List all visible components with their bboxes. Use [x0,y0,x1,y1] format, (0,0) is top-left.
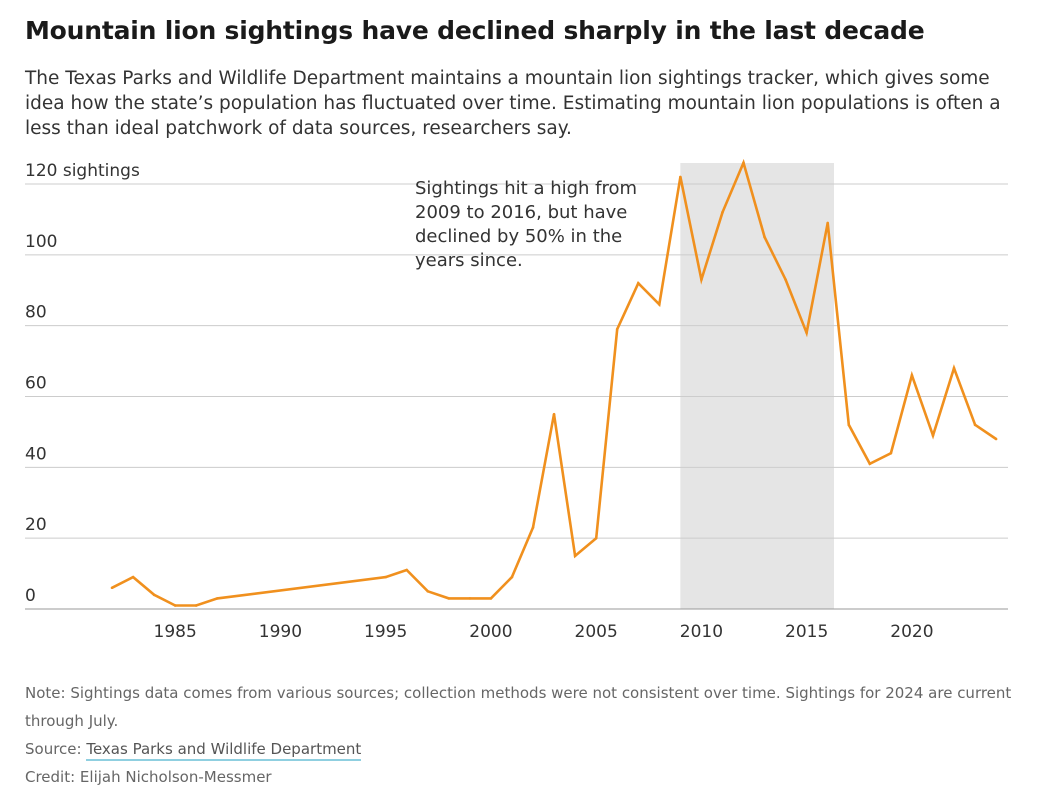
y-tick-label: 20 [25,515,47,535]
chart-credit: Credit: Elijah Nicholson-Messmer [25,768,272,786]
highlight-band [680,163,835,609]
data-point [552,412,556,416]
series-line [111,158,997,607]
data-point [531,526,535,529]
data-point [742,161,745,165]
chart-footer: Note: Sightings data comes from various … [25,679,1025,791]
x-tick-label: 2020 [890,622,933,642]
data-point [721,211,724,214]
data-point [573,554,577,558]
data-point [805,331,808,335]
data-point [594,536,598,540]
data-point [784,278,787,281]
y-tick-label: 100 [25,232,57,252]
data-point [658,303,661,306]
data-point [868,462,872,466]
data-point [826,221,829,225]
data-point [763,235,766,239]
data-point [847,423,851,427]
data-point [194,604,198,607]
data-point [489,597,493,600]
x-tick-label: 2005 [575,622,618,642]
data-point [384,575,387,579]
chart-subtitle: The Texas Parks and Wildlife Department … [25,68,1001,139]
data-point [994,437,998,441]
data-point [700,278,703,281]
y-tick-label: 120 sightings [25,161,140,181]
y-tick-label: 0 [25,586,36,606]
data-point [215,597,219,600]
y-tick-label: 40 [25,444,47,464]
data-point [447,597,451,600]
line-chart: 0 20 40 60 80 100 120 sightings 1985 1990 1995 200… [25,158,1008,642]
x-tick-label: 1985 [154,622,197,642]
x-tick-label: 2015 [785,622,828,642]
data-point [510,575,514,579]
data-point [468,597,472,600]
x-tick-label: 1995 [364,622,407,642]
chart-source: Source: Texas Parks and Wildlife Departm… [25,735,1025,763]
data-point [426,589,430,593]
data-point [952,366,956,370]
data-point [173,604,177,607]
data-point [131,575,135,579]
data-point [636,281,640,285]
chart-annotation: Sightings hit a high from 2009 to 2016, … [415,178,638,271]
chart-note: Note: Sightings data comes from various … [25,684,1012,730]
data-point [931,434,935,437]
chart-title: Mountain lion sightings have declined sh… [25,16,925,45]
source-link[interactable]: Texas Parks and Wildlife Department [86,740,362,761]
data-point [679,175,682,179]
data-point [910,373,914,377]
y-tick-label: 60 [25,374,47,394]
data-point [973,423,977,427]
data-point [615,327,619,331]
data-point [152,593,156,597]
data-point [889,451,893,455]
source-label: Source: [25,740,87,758]
data-point [110,586,114,590]
x-tick-label: 1990 [259,622,302,642]
x-tick-label: 2000 [469,622,512,642]
data-point [405,568,409,572]
y-tick-label: 80 [25,303,47,323]
x-tick-label: 2010 [680,622,723,642]
